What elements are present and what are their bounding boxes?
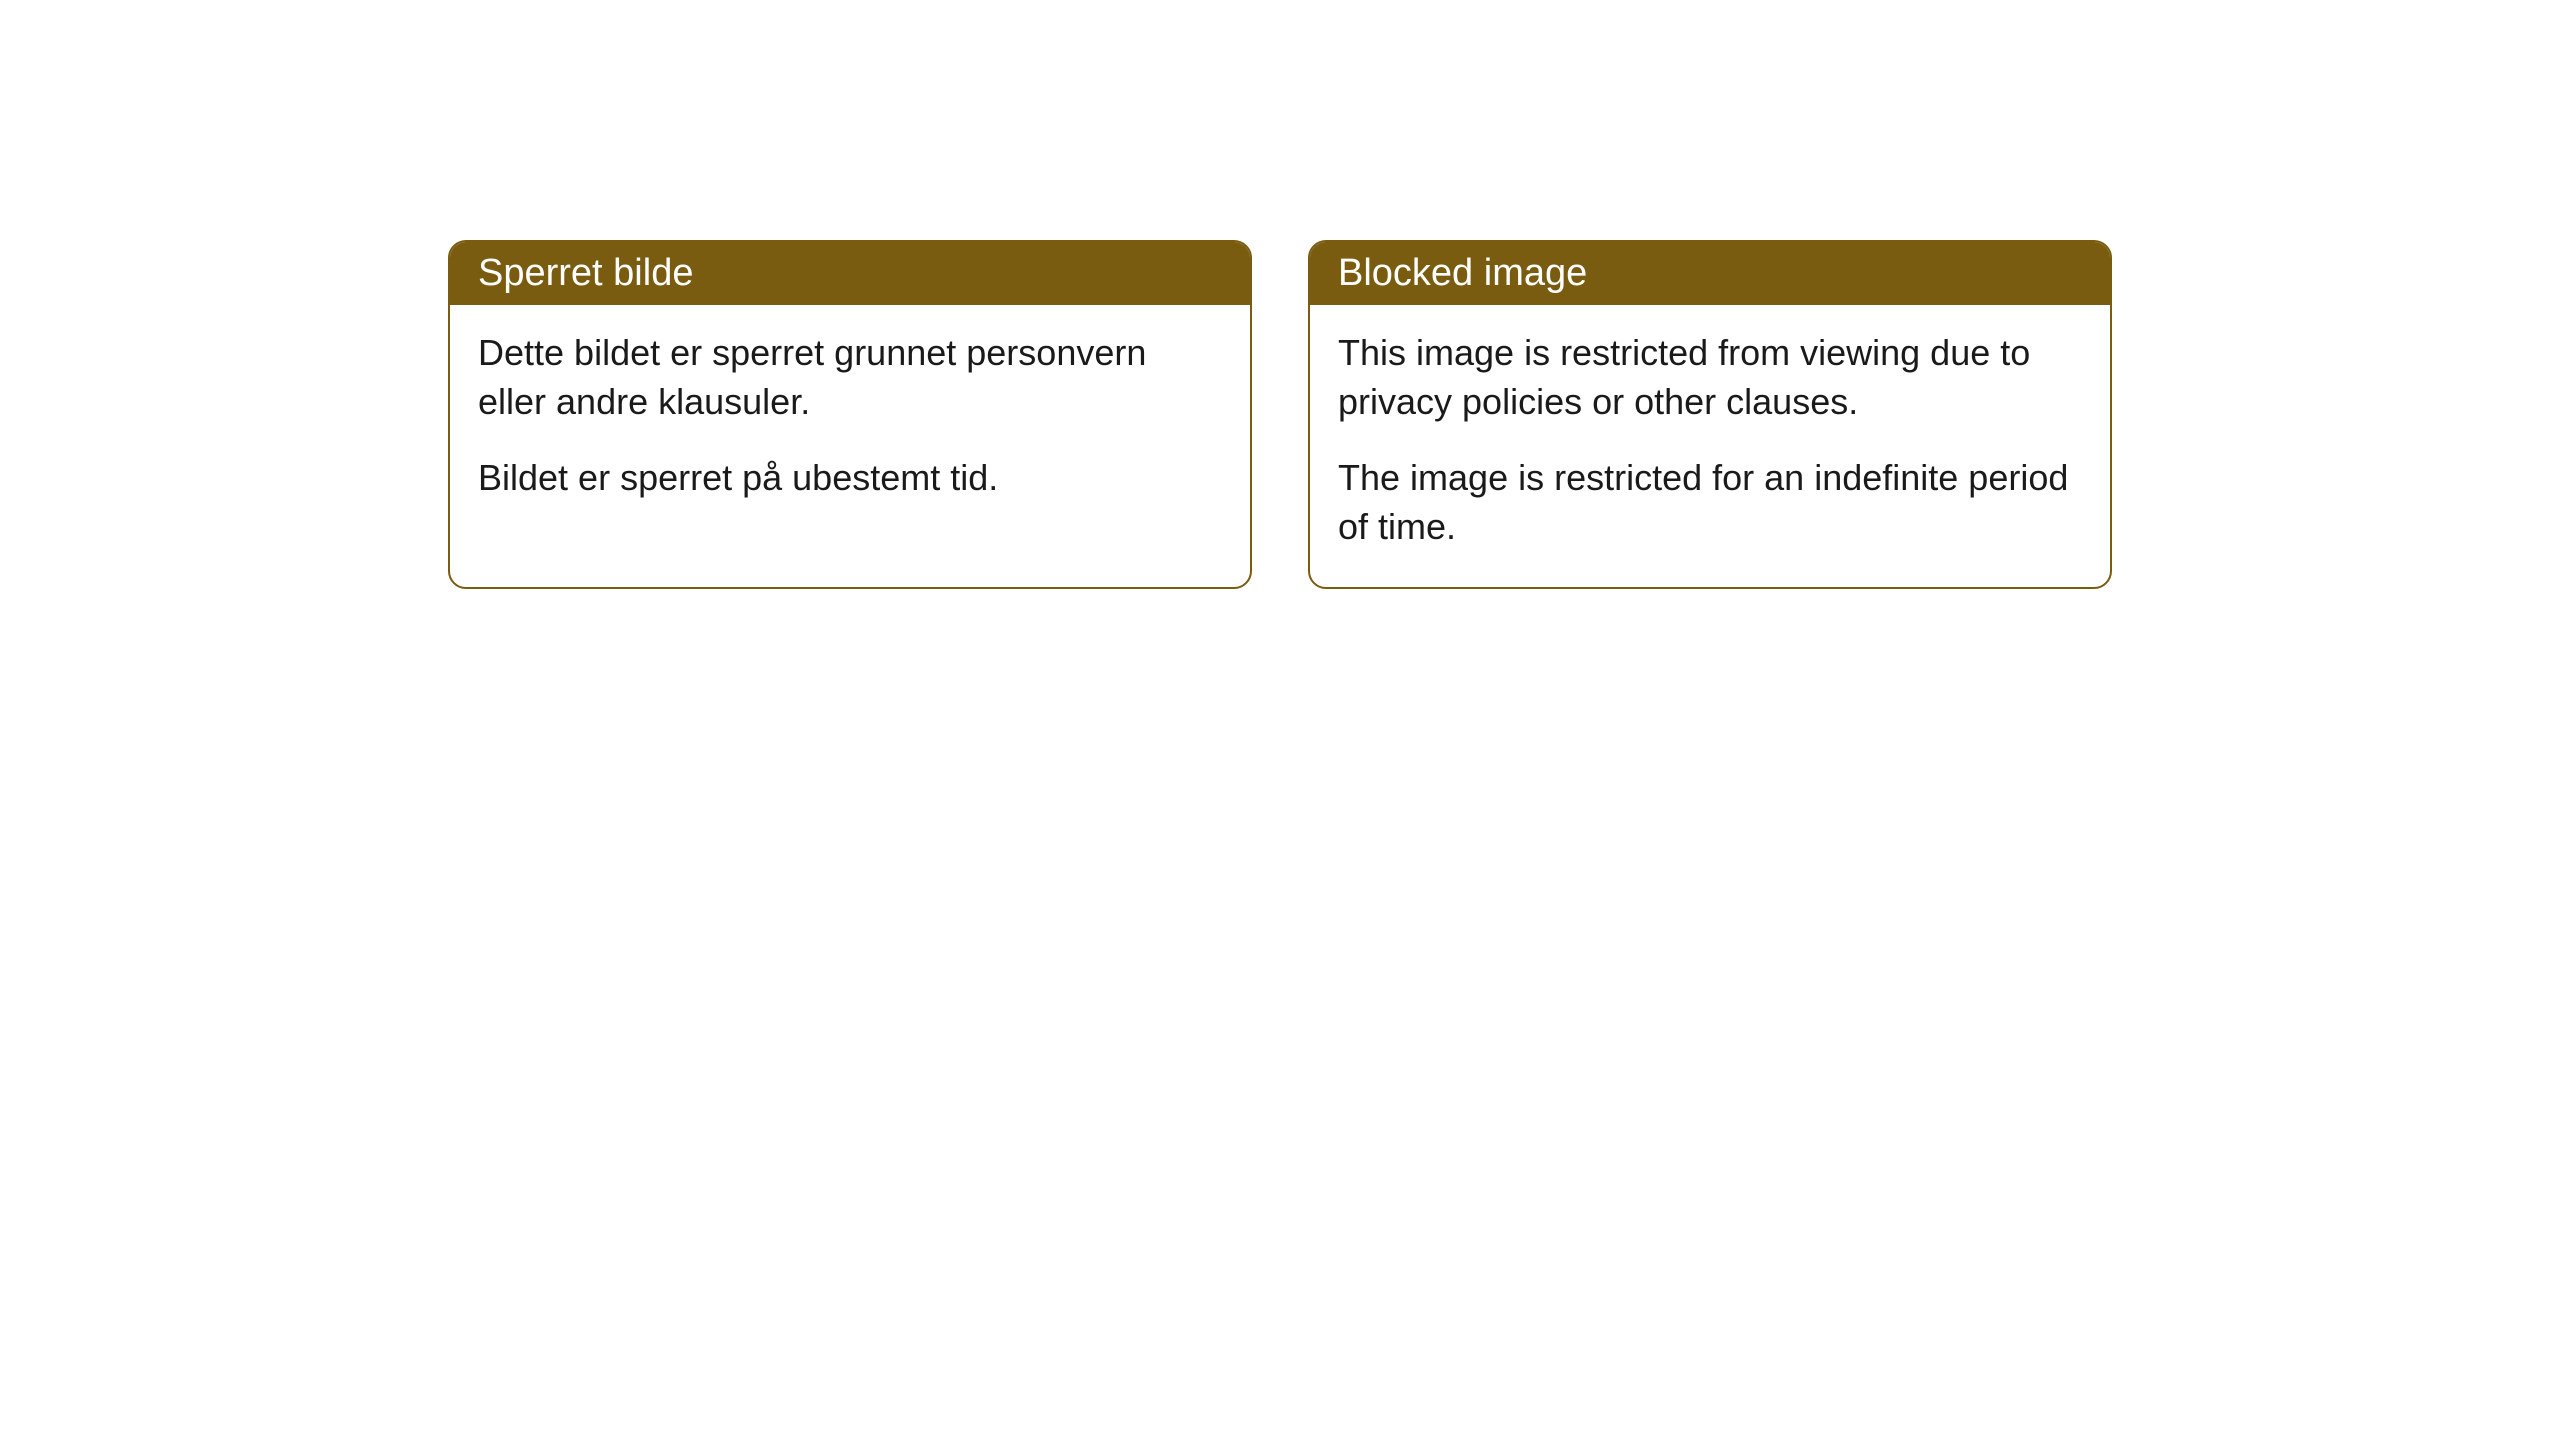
notice-text-norwegian-p2: Bildet er sperret på ubestemt tid. xyxy=(478,454,1222,503)
notice-body-english: This image is restricted from viewing du… xyxy=(1310,305,2110,587)
notice-text-english-p2: The image is restricted for an indefinit… xyxy=(1338,454,2082,551)
notice-text-english-p1: This image is restricted from viewing du… xyxy=(1338,329,2082,426)
notice-title-english: Blocked image xyxy=(1310,242,2110,305)
notice-body-norwegian: Dette bildet er sperret grunnet personve… xyxy=(450,305,1250,539)
notice-title-norwegian: Sperret bilde xyxy=(450,242,1250,305)
notice-card-english: Blocked image This image is restricted f… xyxy=(1308,240,2112,589)
notice-text-norwegian-p1: Dette bildet er sperret grunnet personve… xyxy=(478,329,1222,426)
notice-container: Sperret bilde Dette bildet er sperret gr… xyxy=(448,240,2112,589)
notice-card-norwegian: Sperret bilde Dette bildet er sperret gr… xyxy=(448,240,1252,589)
